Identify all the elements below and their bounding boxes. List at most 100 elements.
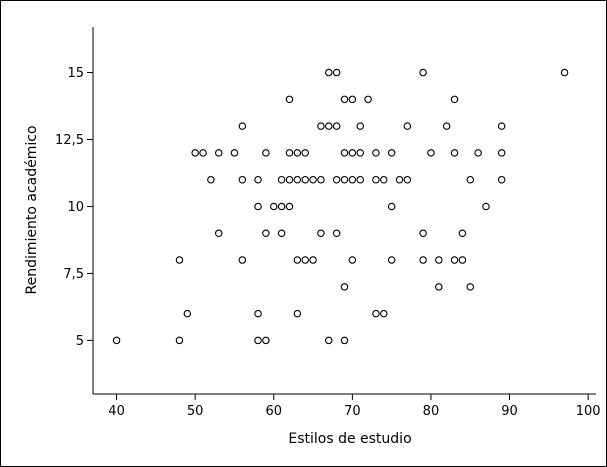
data-point xyxy=(285,95,294,104)
data-point xyxy=(332,229,341,238)
data-point xyxy=(293,149,302,157)
data-point xyxy=(332,175,341,184)
data-point xyxy=(301,175,309,184)
data-point xyxy=(238,256,247,264)
data-point xyxy=(285,175,294,184)
data-point xyxy=(332,122,341,130)
data-point xyxy=(340,283,349,291)
data-point xyxy=(450,256,459,264)
data-point xyxy=(277,175,286,184)
data-point xyxy=(435,283,443,291)
x-tick-label: 90 xyxy=(501,404,518,419)
data-point xyxy=(199,149,207,157)
data-point xyxy=(356,175,364,184)
data-point xyxy=(403,122,412,130)
data-point xyxy=(419,229,427,238)
data-point xyxy=(301,256,309,264)
data-point xyxy=(466,283,474,291)
data-point xyxy=(340,336,349,345)
data-point xyxy=(325,122,333,130)
data-point xyxy=(175,256,184,264)
data-point xyxy=(458,229,467,238)
data-point xyxy=(442,122,451,130)
data-points xyxy=(112,68,569,345)
data-point xyxy=(364,95,372,104)
data-point xyxy=(356,122,364,130)
data-point xyxy=(458,256,467,264)
data-point xyxy=(466,175,474,184)
data-point xyxy=(482,202,490,211)
data-point xyxy=(348,149,357,157)
data-point xyxy=(497,149,506,157)
data-point xyxy=(325,68,333,77)
data-point xyxy=(356,149,364,157)
data-point xyxy=(317,229,325,238)
y-ticks: 5 7,5 10 12,5 15 xyxy=(55,66,93,349)
data-point xyxy=(317,122,325,130)
data-point xyxy=(380,175,388,184)
data-point xyxy=(474,149,482,157)
data-point xyxy=(497,122,506,130)
data-point xyxy=(215,229,223,238)
data-point xyxy=(238,175,247,184)
data-point xyxy=(262,336,270,345)
data-point xyxy=(285,149,294,157)
data-point xyxy=(332,68,341,77)
data-point xyxy=(191,149,199,157)
data-point xyxy=(497,175,506,184)
axes xyxy=(92,27,596,395)
x-tick-label: 60 xyxy=(265,404,282,419)
x-tick-label: 80 xyxy=(423,404,440,419)
data-point xyxy=(380,309,388,318)
data-point xyxy=(435,256,443,264)
y-tick-label: 7,5 xyxy=(63,267,84,282)
data-point xyxy=(325,336,333,345)
data-point xyxy=(293,256,302,264)
data-point xyxy=(215,149,223,157)
data-point xyxy=(254,202,262,211)
data-point xyxy=(317,175,325,184)
data-point xyxy=(450,149,459,157)
data-point xyxy=(293,175,302,184)
data-point xyxy=(340,149,349,157)
data-point xyxy=(340,175,349,184)
data-point xyxy=(387,256,396,264)
data-point xyxy=(293,309,302,318)
data-point xyxy=(560,68,569,77)
data-point xyxy=(254,336,262,345)
data-point xyxy=(183,309,192,318)
data-point xyxy=(372,149,380,157)
x-tick-label: 50 xyxy=(187,404,204,419)
data-point xyxy=(254,175,262,184)
data-point xyxy=(395,175,404,184)
y-tick-label: 12,5 xyxy=(55,133,84,148)
x-tick-label: 100 xyxy=(576,404,601,419)
x-ticks: 40 50 60 70 80 90 100 xyxy=(108,394,601,419)
data-point xyxy=(348,256,357,264)
data-point xyxy=(348,175,357,184)
data-point xyxy=(270,202,278,211)
data-point xyxy=(277,202,286,211)
data-point xyxy=(262,149,270,157)
data-point xyxy=(112,336,121,345)
data-point xyxy=(403,175,412,184)
x-tick-label: 40 xyxy=(108,404,125,419)
data-point xyxy=(372,309,380,318)
data-point xyxy=(419,256,427,264)
x-tick-label: 70 xyxy=(344,404,361,419)
y-tick-label: 15 xyxy=(67,66,84,81)
data-point xyxy=(254,309,262,318)
y-axis-label: Rendimiento académico xyxy=(24,125,40,294)
data-point xyxy=(450,95,459,104)
data-point xyxy=(348,95,357,104)
data-point xyxy=(387,202,396,211)
data-point xyxy=(230,149,239,157)
y-tick-label: 10 xyxy=(67,200,84,215)
data-point xyxy=(387,149,396,157)
data-point xyxy=(309,175,317,184)
data-point xyxy=(309,256,317,264)
data-point xyxy=(301,149,309,157)
x-axis-label: Estilos de estudio xyxy=(288,431,411,447)
